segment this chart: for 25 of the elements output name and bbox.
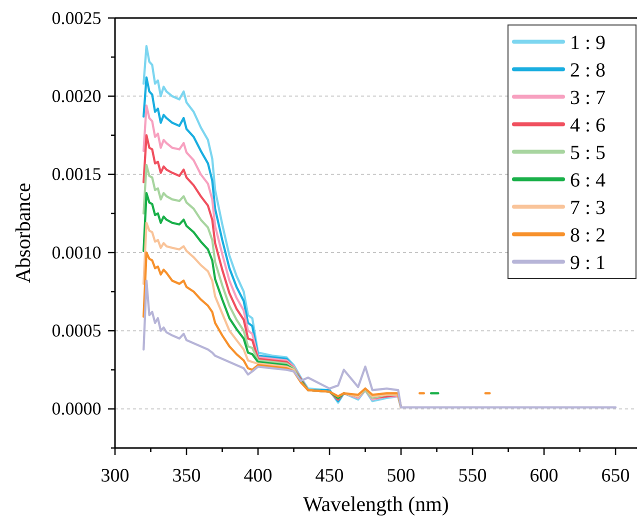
legend-label: 4 : 6 xyxy=(570,114,606,136)
x-tick-label: 450 xyxy=(315,465,344,486)
legend-label: 3 : 7 xyxy=(570,86,606,109)
x-axis-title: Wavelength (nm) xyxy=(303,492,449,516)
legend-label: 8 : 2 xyxy=(570,224,606,246)
legend-label: 1 : 9 xyxy=(570,32,606,54)
legend-label: 9 : 1 xyxy=(570,252,606,274)
legend-label: 2 : 8 xyxy=(570,59,606,82)
y-tick-label: 0.0025 xyxy=(52,8,102,28)
x-tick-label: 500 xyxy=(386,465,416,486)
x-tick-label: 650 xyxy=(601,465,630,486)
x-tick-label: 400 xyxy=(244,465,272,486)
y-tick-label: 0.0010 xyxy=(52,242,102,262)
x-tick-label: 300 xyxy=(100,465,130,486)
y-tick-label: 0.0005 xyxy=(52,320,102,340)
y-axis-title: Absorbance xyxy=(11,182,35,284)
x-tick-label: 350 xyxy=(172,465,201,486)
legend-label: 7 : 3 xyxy=(570,196,606,219)
y-tick-label: 0.0015 xyxy=(52,164,102,184)
x-tick-label: 600 xyxy=(530,465,558,486)
y-tick-label: 0.0000 xyxy=(52,398,102,419)
legend-label: 6 : 4 xyxy=(570,169,606,192)
legend-label: 5 : 5 xyxy=(570,142,606,164)
x-tick-label: 550 xyxy=(458,465,487,486)
y-tick-label: 0.0020 xyxy=(52,86,102,106)
